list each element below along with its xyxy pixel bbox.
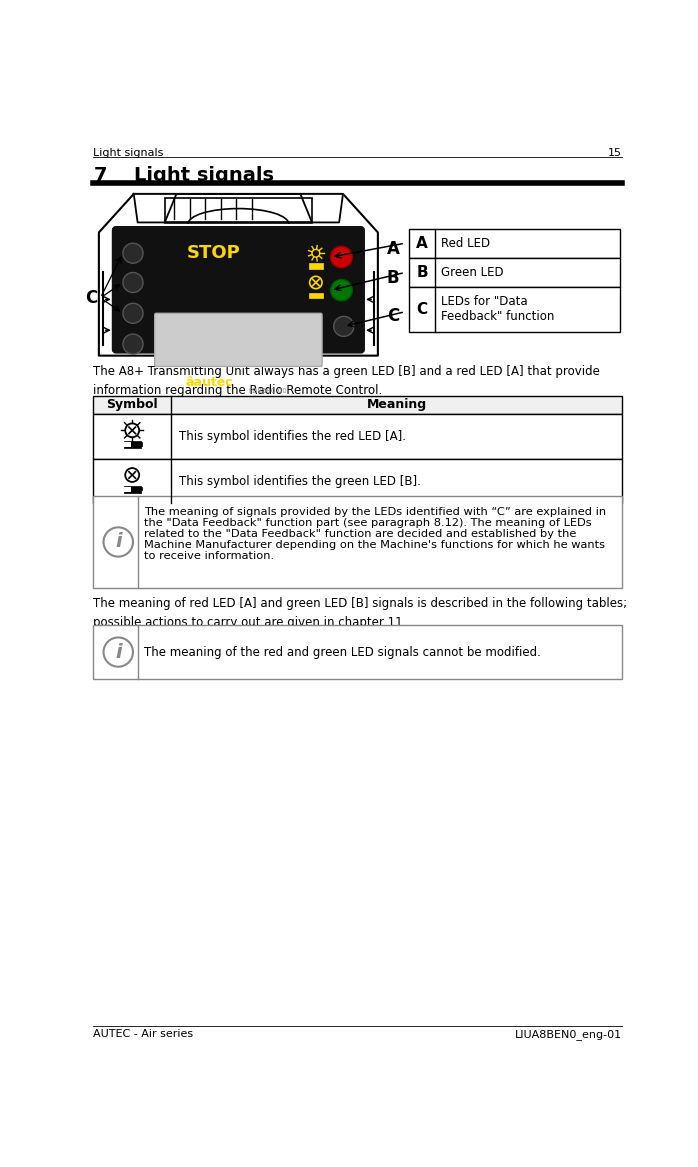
Bar	[94, 414, 622, 459]
Bar	[165, 197, 312, 223]
Polygon shape	[134, 194, 177, 223]
Text: the "Data Feedback" function part (see paragraph 8.12). The meaning of LEDs: the "Data Feedback" function part (see p…	[144, 518, 591, 527]
Text: Green LED: Green LED	[441, 266, 504, 279]
Text: LEDs for "Data
Feedback" function: LEDs for "Data Feedback" function	[441, 295, 555, 323]
FancyBboxPatch shape	[155, 313, 322, 366]
Circle shape	[123, 243, 143, 264]
Text: AUTEC - Air series: AUTEC - Air series	[94, 1029, 193, 1040]
Circle shape	[331, 246, 352, 268]
Bar	[139, 487, 142, 490]
Polygon shape	[300, 194, 343, 223]
Text: i: i	[115, 643, 121, 662]
Text: The meaning of red LED [A] and green LED [B] signals is described in the followi: The meaning of red LED [A] and green LED…	[94, 598, 628, 629]
Bar	[94, 459, 622, 503]
Circle shape	[123, 334, 143, 354]
Text: The A8+ Transmitting Unit always has a green LED [B] and a red LED [A] that prov: The A8+ Transmitting Unit always has a g…	[94, 365, 600, 397]
Bar	[139, 442, 142, 446]
Text: B: B	[387, 270, 399, 287]
Text: The meaning of signals provided by the LEDs identified with “C” are explained in: The meaning of signals provided by the L…	[144, 506, 606, 517]
Text: B: B	[416, 265, 428, 280]
Bar	[94, 396, 622, 414]
Circle shape	[312, 250, 320, 257]
Text: Red LED: Red LED	[441, 237, 491, 250]
Text: 15: 15	[608, 148, 622, 158]
Text: Symbol: Symbol	[106, 398, 158, 412]
Text: A: A	[416, 236, 428, 251]
Circle shape	[331, 279, 352, 301]
Text: Light signals: Light signals	[94, 148, 164, 158]
Circle shape	[310, 277, 322, 288]
Text: âautec: âautec	[185, 377, 233, 390]
Circle shape	[334, 316, 354, 336]
Text: C: C	[417, 302, 428, 317]
Bar	[94, 496, 622, 588]
Text: Meaning: Meaning	[366, 398, 426, 412]
Circle shape	[123, 303, 143, 323]
Bar	[124, 485, 141, 492]
Text: This symbol identifies the red LED [A].: This symbol identifies the red LED [A].	[179, 429, 406, 443]
Bar	[309, 264, 323, 268]
Bar	[94, 626, 622, 679]
Text: to receive information.: to receive information.	[144, 551, 274, 561]
Text: This symbol identifies the green LED [B].: This symbol identifies the green LED [B]…	[179, 475, 421, 488]
Bar	[124, 442, 131, 447]
Text: related to the "Data Feedback" function are decided and established by the: related to the "Data Feedback" function …	[144, 529, 577, 539]
FancyBboxPatch shape	[113, 228, 364, 352]
Circle shape	[125, 468, 139, 482]
Text: LIUA8BEN0_eng-01: LIUA8BEN0_eng-01	[515, 1029, 622, 1040]
Circle shape	[125, 424, 139, 438]
Bar	[409, 258, 621, 287]
Text: 7: 7	[94, 166, 107, 186]
Text: The meaning of the red and green LED signals cannot be modified.: The meaning of the red and green LED sig…	[144, 645, 541, 658]
Text: C: C	[85, 289, 97, 307]
Text: Light signals: Light signals	[134, 166, 274, 186]
Bar	[124, 487, 131, 492]
Bar	[409, 229, 621, 258]
Polygon shape	[99, 194, 378, 356]
Circle shape	[103, 527, 133, 557]
Text: PD8580-00: PD8580-00	[248, 387, 287, 394]
Text: i: i	[115, 532, 121, 552]
Text: STOP: STOP	[187, 244, 241, 261]
Bar	[124, 441, 141, 448]
Bar	[409, 287, 621, 331]
Text: C: C	[387, 307, 399, 326]
Text: Machine Manufacturer depending on the Machine's functions for which he wants: Machine Manufacturer depending on the Ma…	[144, 540, 605, 550]
Bar	[309, 293, 323, 298]
Circle shape	[123, 272, 143, 293]
Circle shape	[103, 637, 133, 666]
Text: A: A	[387, 240, 399, 258]
